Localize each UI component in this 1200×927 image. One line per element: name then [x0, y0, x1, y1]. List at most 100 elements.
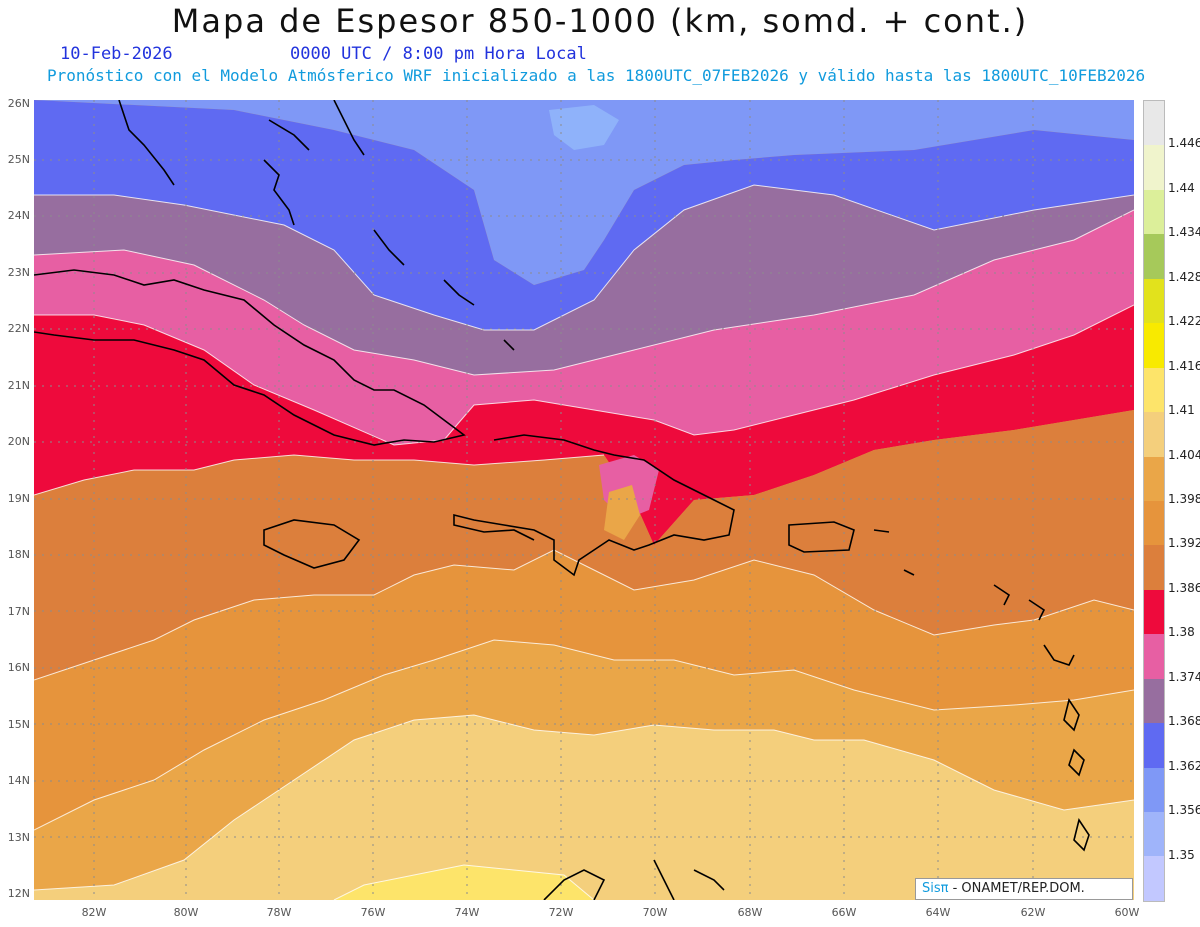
lat-label-17n: 17N — [7, 605, 30, 618]
colorbar-swatch — [1144, 234, 1164, 279]
band-1380 — [34, 305, 1134, 545]
colorbar-swatch — [1144, 500, 1164, 546]
colorbar-label: 1.35 — [1168, 847, 1195, 862]
barbados-coast — [1073, 818, 1090, 852]
band-1410 — [334, 865, 594, 900]
colorbar-label: 1.446 — [1168, 136, 1200, 151]
map-title: Mapa de Espesor 850-1000 (km, somd. + co… — [171, 2, 1029, 40]
colorbar-label: 1.41 — [1168, 403, 1195, 418]
bahamas-inagua — [443, 279, 475, 306]
virgin-islands — [873, 529, 890, 533]
guadeloupe-coast — [1043, 644, 1075, 666]
lat-label-25n: 25N — [7, 153, 30, 166]
lat-label-23n: 23N — [7, 266, 30, 279]
colorbar-swatch — [1144, 856, 1164, 901]
colorbar-label: 1.428 — [1168, 269, 1200, 284]
lon-label-80w: 80W — [173, 906, 199, 919]
martinique-coast — [1063, 698, 1080, 732]
colorbar-label: 1.416 — [1168, 358, 1200, 373]
colorbar-label: 1.368 — [1168, 714, 1200, 729]
colorbar-label: 1.38 — [1168, 625, 1195, 640]
lat-label-15n: 15N — [7, 718, 30, 731]
colorbar-swatch — [1144, 323, 1164, 368]
bahamas-exuma — [373, 229, 405, 266]
lat-label-22n: 22N — [7, 322, 30, 335]
colorbar-swatch — [1144, 412, 1164, 457]
cuba-coast — [34, 269, 466, 446]
band-1362-patch — [549, 105, 619, 150]
lon-label-72w: 72W — [548, 906, 574, 919]
band-1356 — [34, 100, 1134, 285]
lon-label-68w: 68W — [737, 906, 763, 919]
lat-label-12n: 12N — [7, 887, 30, 900]
lon-label-70w: 70W — [642, 906, 668, 919]
lon-label-74w: 74W — [454, 906, 480, 919]
colorbar-label: 1.422 — [1168, 314, 1200, 329]
colorbar-label: 1.404 — [1168, 447, 1200, 462]
forecast-date: 10-Feb-2026 — [60, 44, 173, 64]
colorbar-swatch — [1144, 589, 1164, 635]
lat-label-18n: 18N — [7, 548, 30, 561]
colorbar-label: 1.386 — [1168, 580, 1200, 595]
colorbar-label: 1.362 — [1168, 758, 1200, 773]
colorbar-swatch — [1144, 812, 1164, 857]
band-1398-hispaniola — [604, 485, 640, 540]
colorbar-label: 1.356 — [1168, 803, 1200, 818]
colorbar-label: 1.398 — [1168, 492, 1200, 506]
puerto-rico-coast — [788, 521, 855, 553]
bahamas-eleuthera — [333, 100, 365, 156]
hispaniola-coast — [453, 434, 735, 577]
lat-label-24n: 24N — [7, 209, 30, 222]
colorbar-label: 1.434 — [1168, 225, 1200, 240]
bahamas-abaco — [268, 119, 310, 151]
florida-coast — [118, 100, 175, 186]
colorbar-swatch — [1144, 723, 1164, 768]
lat-label-16n: 16N — [7, 661, 30, 674]
credit-box: Sisπ - ONAMET/REP.DOM. — [915, 878, 1133, 900]
coastlines — [34, 100, 1090, 900]
colorbar-label: 1.44 — [1168, 180, 1195, 195]
colorbar-swatch — [1144, 456, 1164, 501]
colorbar-swatch — [1144, 767, 1164, 812]
lat-label-21n: 21N — [7, 379, 30, 392]
valid-time: 0000 UTC / 8:00 pm Hora Local — [290, 44, 587, 64]
lat-label-19n: 19N — [7, 492, 30, 505]
lon-label-82w: 82W — [81, 906, 107, 919]
model-description: Pronóstico con el Modelo Atmósferico WRF… — [47, 66, 1146, 85]
colorbar — [1143, 100, 1165, 902]
band-1362 — [34, 100, 1134, 330]
lat-label-20n: 20N — [7, 435, 30, 448]
lat-label-26n: 26N — [7, 97, 30, 110]
colorbar-swatch — [1144, 278, 1164, 324]
turks-caicos — [503, 339, 515, 351]
jamaica-coast — [263, 519, 361, 569]
band-1392 — [34, 550, 1134, 830]
colorbar-swatch — [1144, 145, 1164, 190]
contour-lines — [34, 184, 1134, 900]
colorbar-swatch — [1144, 189, 1164, 235]
lon-label-60w: 60W — [1114, 906, 1140, 919]
lat-label-14n: 14N — [7, 774, 30, 787]
colorbar-label: 1.392 — [1168, 536, 1200, 551]
lat-label-13n: 13N — [7, 831, 30, 844]
sis-logo: Sisπ — [922, 881, 949, 896]
lon-label-66w: 66W — [831, 906, 857, 919]
map-svg — [34, 100, 1134, 900]
bahamas-andros — [263, 159, 295, 226]
lon-label-78w: 78W — [266, 906, 292, 919]
st-lucia-coast — [1068, 748, 1085, 777]
band-1386 — [34, 410, 1134, 680]
thickness-map — [34, 100, 1134, 900]
grid-lines — [34, 100, 1134, 900]
colorbar-swatch — [1144, 678, 1164, 724]
lon-label-62w: 62W — [1020, 906, 1046, 919]
band-1404 — [34, 715, 1134, 900]
colorbar-swatch — [1144, 545, 1164, 590]
colorbar-swatch — [1144, 634, 1164, 679]
lon-label-64w: 64W — [925, 906, 951, 919]
guajira-coast — [543, 869, 606, 900]
colorbar-swatch — [1144, 367, 1164, 413]
colorbar-label: 1.374 — [1168, 669, 1200, 684]
credit-text: - ONAMET/REP.DOM. — [948, 881, 1085, 896]
lon-label-76w: 76W — [360, 906, 386, 919]
